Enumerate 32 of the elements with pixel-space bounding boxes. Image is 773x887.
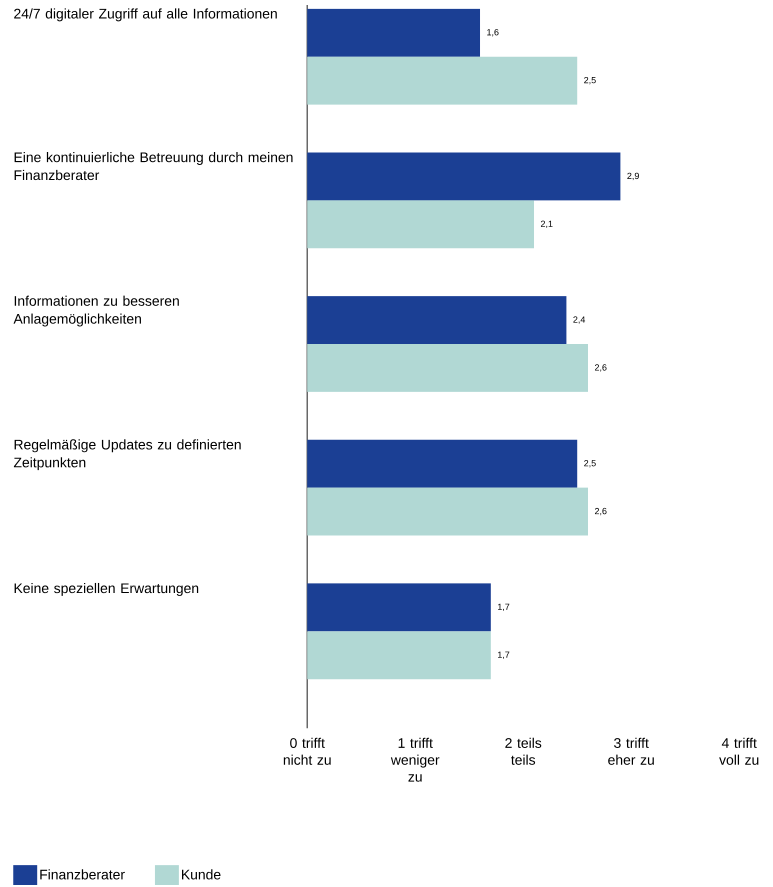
x-tick-label: 4 trifft voll zu (718, 738, 758, 765)
bar (307, 56, 578, 105)
y-tick-label: Regelmäßige Updates zu definierten Zeitpunkten (14, 439, 240, 470)
legend-label: Kunde (182, 869, 220, 880)
bar (307, 344, 588, 392)
bar (307, 440, 578, 488)
bar (307, 583, 491, 632)
data-label: 2,6 (594, 364, 606, 372)
data-label: 2,6 (594, 508, 606, 516)
data-label: 2,1 (540, 220, 552, 228)
data-label: 1,7 (498, 604, 510, 612)
x-tick-label: 0 trifft nicht zu (284, 738, 330, 765)
x-tick-label: 2 teils teils (505, 738, 542, 765)
data-label: 1,6 (487, 29, 498, 36)
data-label: 2,5 (584, 76, 596, 84)
bar (307, 488, 588, 536)
legend-label: Finanzberater (40, 869, 125, 880)
bar (307, 296, 566, 344)
data-label: 2,9 (627, 172, 639, 180)
x-tick-label: 1 trifft weniger zu (390, 738, 440, 782)
bar (307, 631, 491, 680)
data-label: 2,5 (584, 460, 596, 468)
y-tick-label: Informationen zu besseren Anlagemöglichkeiten (13, 296, 179, 327)
data-label: 2,4 (573, 316, 585, 324)
y-tick-label: 24/7 digitaler Zugriff auf alle Informationen (14, 8, 277, 22)
bar (307, 8, 480, 57)
bar (307, 200, 534, 248)
y-tick-label: Keine speziellen Erwartungen (14, 582, 198, 596)
data-label: 1,7 (498, 652, 510, 659)
y-tick-label: Eine kontinuierliche Betreuung durch meinen Finanzberater (14, 152, 292, 180)
x-tick-label: 3 trifft eher zu (608, 738, 654, 765)
bar (307, 152, 620, 200)
